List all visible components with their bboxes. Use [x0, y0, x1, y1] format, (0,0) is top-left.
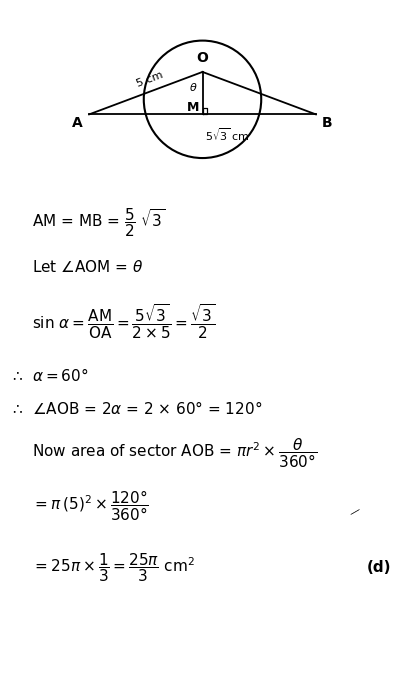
Text: $\therefore$: $\therefore$: [10, 401, 24, 416]
Text: —: —: [347, 504, 362, 518]
Text: A: A: [72, 116, 83, 129]
Text: 5 cm: 5 cm: [135, 70, 164, 89]
Text: B: B: [322, 116, 333, 129]
Text: $\angle$AOB = 2$\alpha$ = 2 × 60° = 120°: $\angle$AOB = 2$\alpha$ = 2 × 60° = 120°: [32, 400, 263, 416]
Text: $\sin\,\alpha = \dfrac{\mathrm{AM}}{\mathrm{OA}} = \dfrac{5\sqrt{3}}{2\times5} =: $\sin\,\alpha = \dfrac{\mathrm{AM}}{\mat…: [32, 303, 216, 341]
Text: M: M: [187, 101, 199, 114]
Text: 5$\sqrt{3}$ cm: 5$\sqrt{3}$ cm: [205, 127, 250, 143]
Text: O: O: [196, 51, 209, 65]
Text: $= 25\pi \times \dfrac{1}{3} = \dfrac{25\pi}{3}\ \mathrm{cm}^2$: $= 25\pi \times \dfrac{1}{3} = \dfrac{25…: [32, 551, 195, 584]
Text: AM = MB = $\dfrac{5}{2}$ $\sqrt{3}$: AM = MB = $\dfrac{5}{2}$ $\sqrt{3}$: [32, 206, 166, 239]
Text: Let $\angle$AOM = $\theta$: Let $\angle$AOM = $\theta$: [32, 259, 144, 275]
Text: Now area of sector AOB = $\pi r^2 \times \dfrac{\theta}{360°}$: Now area of sector AOB = $\pi r^2 \times…: [32, 436, 318, 471]
Text: $\alpha = 60°$: $\alpha = 60°$: [32, 367, 89, 384]
Text: $\theta$: $\theta$: [189, 81, 198, 93]
Text: (d): (d): [367, 560, 391, 575]
Text: $\therefore$: $\therefore$: [10, 368, 24, 383]
Text: $= \pi\,(5)^2 \times \dfrac{120°}{360°}$: $= \pi\,(5)^2 \times \dfrac{120°}{360°}$: [32, 488, 149, 523]
